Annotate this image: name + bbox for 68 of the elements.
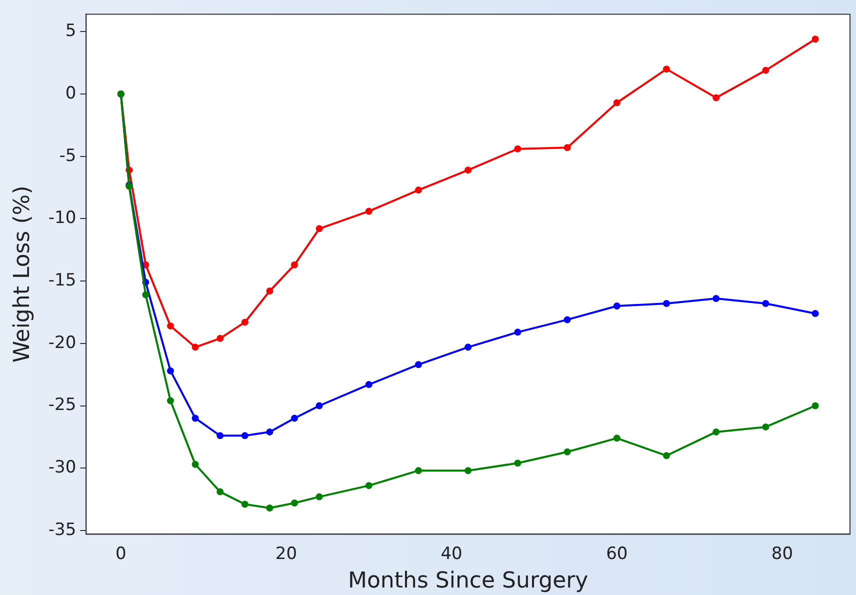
point <box>142 291 150 298</box>
point <box>316 225 323 232</box>
point <box>290 261 298 268</box>
point <box>613 434 620 442</box>
point <box>241 432 248 440</box>
point <box>216 488 224 496</box>
point <box>290 500 298 507</box>
point <box>192 344 199 351</box>
point <box>762 423 770 430</box>
point <box>241 500 248 508</box>
y-axis-title: Weight Loss (%) <box>10 186 35 363</box>
point <box>712 295 720 302</box>
point <box>192 460 199 468</box>
y-tick-label: -35 <box>48 520 76 540</box>
point <box>712 94 720 102</box>
x-tick-label: 80 <box>771 544 794 564</box>
point <box>712 428 720 436</box>
point <box>216 334 224 342</box>
point <box>166 367 174 374</box>
point <box>812 310 819 317</box>
y-tick-label: -5 <box>59 146 76 166</box>
point <box>241 318 248 326</box>
point <box>192 414 199 422</box>
point <box>166 397 174 404</box>
point <box>365 381 372 388</box>
x-tick-label: 20 <box>275 544 298 564</box>
point <box>414 467 422 474</box>
x-tick-label: 0 <box>115 544 126 564</box>
y-tick-label: -30 <box>48 458 76 478</box>
point <box>464 467 472 474</box>
point <box>812 36 819 43</box>
y-tick-label: 0 <box>65 83 76 104</box>
point <box>662 300 670 308</box>
point <box>613 99 620 106</box>
point <box>290 414 298 422</box>
point <box>514 460 522 467</box>
point <box>564 144 571 152</box>
point <box>762 66 770 74</box>
point <box>514 328 522 336</box>
point <box>564 316 571 324</box>
point <box>414 186 422 194</box>
point <box>216 432 224 440</box>
point <box>762 300 770 308</box>
point <box>464 344 472 351</box>
point <box>266 504 274 512</box>
point <box>166 322 174 330</box>
y-tick-label: -20 <box>48 332 76 353</box>
y-tick-label: -15 <box>48 270 76 290</box>
point <box>365 482 372 490</box>
point <box>365 208 372 215</box>
point <box>414 361 422 368</box>
y-tick-label: -25 <box>48 395 76 416</box>
point <box>564 448 571 456</box>
point <box>316 402 323 410</box>
x-tick-label: 40 <box>440 544 462 564</box>
x-tick-label: 60 <box>606 544 628 564</box>
y-tick-label: -10 <box>48 208 76 228</box>
point <box>662 452 670 460</box>
point <box>514 145 522 152</box>
x-axis-title: Months Since Surgery <box>348 568 588 594</box>
y-tick-label: 5 <box>65 21 76 42</box>
point <box>812 402 819 410</box>
point <box>613 302 620 310</box>
point <box>266 428 274 436</box>
point <box>662 66 670 73</box>
point <box>464 166 472 174</box>
point <box>266 288 274 295</box>
point <box>316 493 323 500</box>
